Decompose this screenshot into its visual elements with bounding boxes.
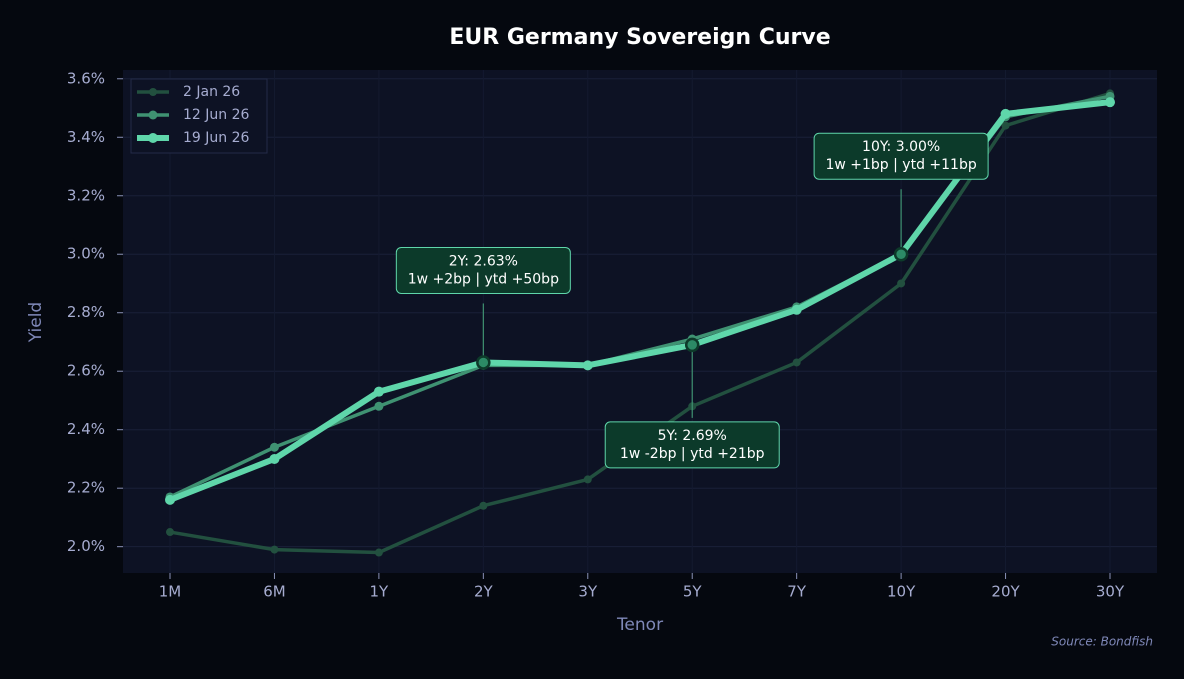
y-tick-label: 3.0% — [67, 245, 105, 263]
annotation-marker — [684, 337, 700, 353]
chart-title: EUR Germany Sovereign Curve — [449, 25, 830, 50]
annotation-text: 1w -2bp | ytd +21bp — [620, 446, 765, 462]
y-tick-label: 3.4% — [67, 128, 105, 146]
data-point — [373, 386, 384, 397]
data-point — [374, 401, 384, 411]
annotation-text: 2Y: 2.63% — [449, 253, 518, 269]
x-tick-label: 1M — [159, 583, 182, 601]
data-point — [582, 360, 593, 371]
y-tick-label: 2.6% — [67, 362, 105, 380]
x-tick-label: 7Y — [787, 583, 807, 601]
source-note: Source: Bondfish — [1051, 635, 1153, 649]
y-tick-label: 2.8% — [67, 303, 105, 321]
x-tick-label: 20Y — [991, 583, 1020, 601]
x-tick-label: 3Y — [578, 583, 598, 601]
x-tick-label: 1Y — [370, 583, 390, 601]
data-point — [792, 358, 801, 367]
legend-swatch-dot — [149, 88, 157, 96]
x-tick-label: 6M — [263, 583, 286, 601]
plot-area — [123, 70, 1157, 573]
data-point — [165, 494, 175, 505]
x-tick-label: 10Y — [887, 583, 916, 601]
legend-label: 12 Jun 26 — [183, 107, 249, 123]
annotation-text: 5Y: 2.69% — [658, 428, 727, 444]
data-point — [166, 528, 174, 537]
data-point — [269, 442, 279, 452]
data-point — [1000, 108, 1011, 119]
annotation-text: 1w +2bp | ytd +50bp — [408, 271, 559, 287]
annotation-box — [395, 246, 571, 294]
annotation-marker — [476, 355, 491, 370]
legend-label: 2 Jan 26 — [183, 84, 240, 100]
annotation-marker — [893, 246, 909, 262]
y-tick-label: 2.2% — [67, 479, 105, 497]
y-tick-label: 2.0% — [67, 537, 105, 555]
data-point — [374, 548, 383, 557]
legend-swatch-dot — [148, 110, 158, 120]
y-axis-label: Yield — [26, 302, 46, 343]
data-point — [1001, 121, 1010, 130]
annotation-box — [813, 132, 989, 180]
annotation-box — [604, 421, 780, 469]
y-tick-label: 3.2% — [67, 186, 105, 204]
data-point — [269, 453, 280, 464]
legend-swatch-dot — [148, 133, 158, 143]
annotation-text: 10Y: 3.00% — [862, 139, 940, 155]
y-tick-label: 3.6% — [67, 69, 105, 87]
legend-label: 19 Jun 26 — [183, 130, 249, 146]
data-point — [479, 501, 488, 510]
series-line — [168, 99, 1111, 503]
data-point — [583, 475, 592, 484]
y-tick-label: 2.4% — [67, 420, 105, 438]
data-point — [1105, 97, 1115, 108]
x-tick-label: 30Y — [1096, 583, 1125, 601]
data-point — [897, 279, 906, 288]
x-tick-label: 5Y — [683, 583, 703, 601]
annotation-text: 1w +1bp | ytd +11bp — [825, 157, 976, 173]
data-point — [791, 304, 802, 315]
x-axis-label: Tenor — [616, 615, 663, 635]
data-point — [270, 545, 279, 554]
x-tick-label: 2Y — [474, 583, 494, 601]
